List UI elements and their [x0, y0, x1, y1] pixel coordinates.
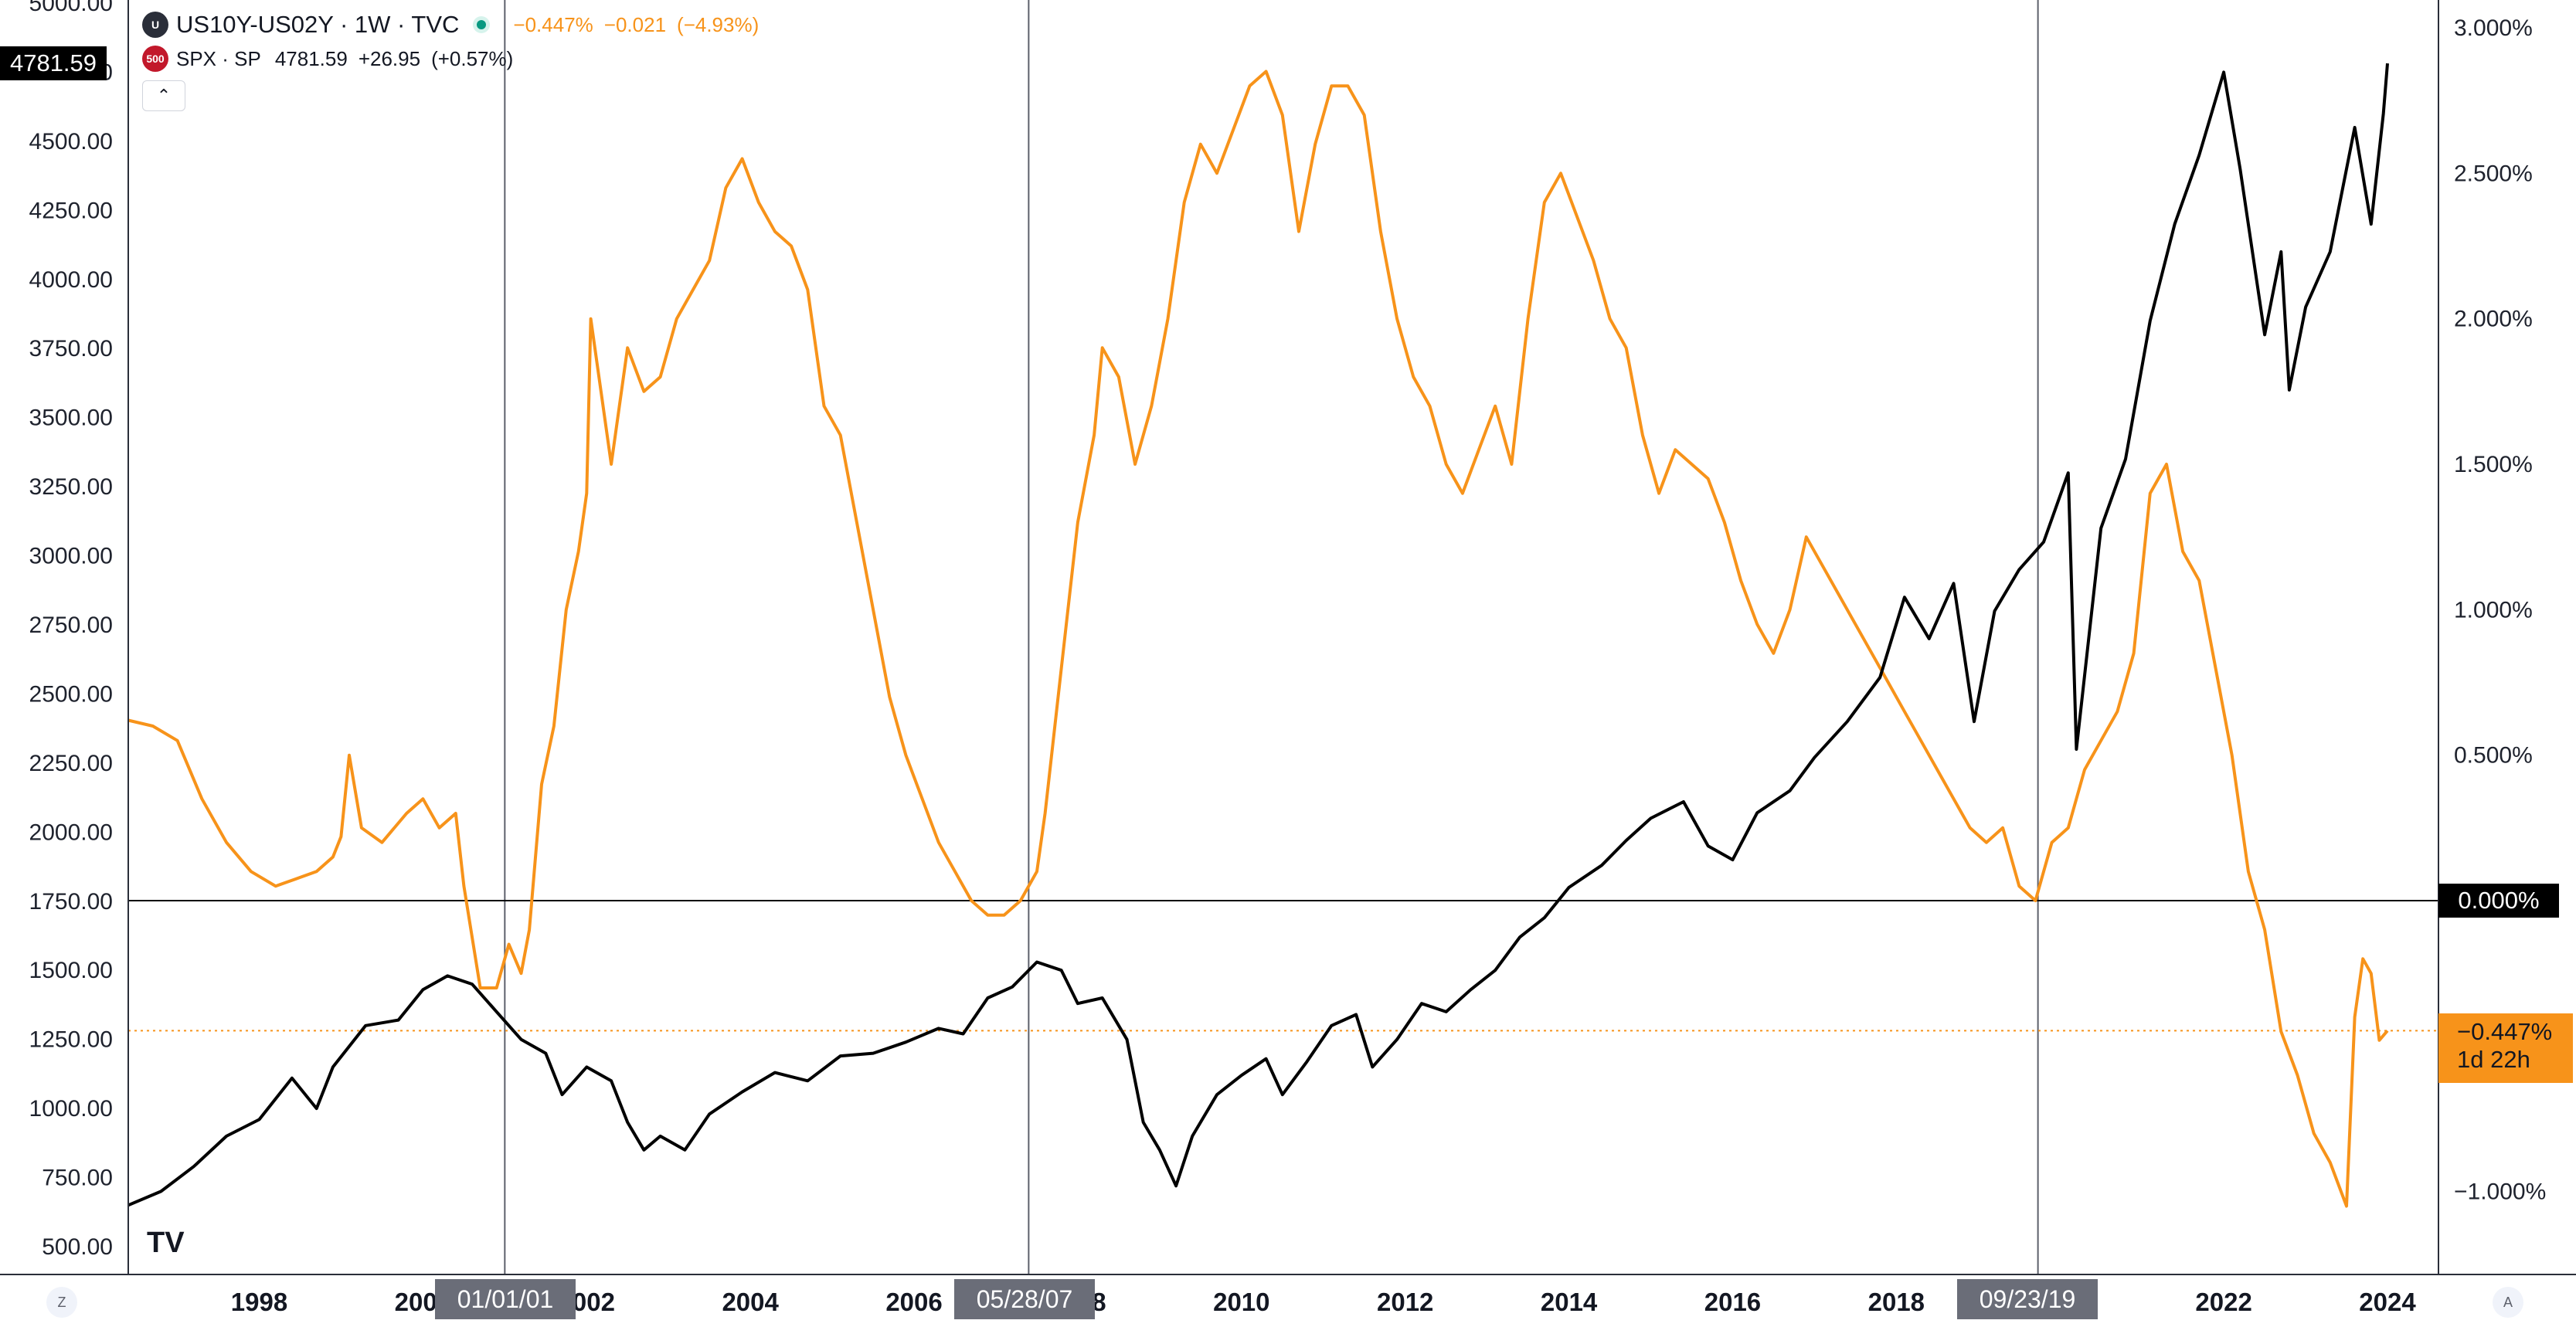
- series-line-spx: [127, 63, 2389, 1207]
- left-tick-label: 1250.00: [29, 1027, 113, 1053]
- left-tick-label: 750.00: [42, 1166, 113, 1191]
- right-tick-label: 1.500%: [2454, 452, 2533, 477]
- left-tick-label: 500.00: [42, 1234, 113, 1260]
- x-tick-label: 2024: [2359, 1288, 2416, 1316]
- date-marker-label-1: 01/01/01: [435, 1279, 576, 1319]
- countdown-label: 1d 22h: [2457, 1046, 2530, 1073]
- spx-last-value: 4781.59: [274, 46, 348, 70]
- spx-change: +26.95: [358, 46, 421, 70]
- tradingview-logo: TV: [147, 1227, 185, 1259]
- spx-price-label: 4781.59: [0, 46, 107, 80]
- spread-change-pct: (−4.93%): [677, 12, 760, 36]
- x-tick-label: 2012: [1377, 1288, 1433, 1316]
- spread-symbol-icon: U: [142, 12, 168, 38]
- left-tick-label: 4250.00: [29, 198, 113, 223]
- spread-last-label-value: −0.447%: [2457, 1018, 2553, 1045]
- spread-last-value: −0.447%: [513, 12, 593, 36]
- right-corner-button[interactable]: A: [2493, 1287, 2523, 1318]
- left-tick-label: 3000.00: [29, 544, 113, 569]
- x-tick-label: 1998: [231, 1288, 287, 1316]
- spread-last-label: −0.447% 1d 22h: [2438, 1013, 2573, 1083]
- zero-line-label: 0.000%: [2438, 884, 2559, 918]
- right-tick-label: 0.500%: [2454, 743, 2533, 769]
- legend-row-spread[interactable]: U US10Y-US02Y · 1W · TVC −0.447% −0.021 …: [142, 8, 759, 42]
- left-tick-label: 2750.00: [29, 613, 113, 638]
- date-marker-label-3: 09/23/19: [1957, 1279, 2098, 1319]
- left-tick-label: 3250.00: [29, 474, 113, 500]
- left-tick-label: 4500.00: [29, 129, 113, 154]
- x-tick-label: 2022: [2195, 1288, 2251, 1316]
- spread-change: −0.021: [603, 12, 667, 36]
- series-layer: [127, 63, 2389, 1208]
- left-tick-label: 5000.00: [29, 0, 113, 16]
- right-tick-label: 2.000%: [2454, 307, 2533, 332]
- left-tick-label: 2000.00: [29, 820, 113, 845]
- spx-symbol-icon: 500: [142, 46, 168, 72]
- x-tick-label: 2004: [722, 1288, 779, 1316]
- left-tick-label: 3500.00: [29, 406, 113, 431]
- spx-change-pct: (+0.57%): [431, 46, 514, 70]
- x-tick-label: 2014: [1541, 1288, 1598, 1316]
- x-tick-label: 2006: [885, 1288, 942, 1316]
- right-tick-label: 2.500%: [2454, 161, 2533, 186]
- right-tick-label: 1.000%: [2454, 597, 2533, 623]
- legend-collapse-button[interactable]: ⌃: [142, 80, 185, 111]
- left-tick-label: 2500.00: [29, 681, 113, 707]
- chevron-up-icon: ⌃: [156, 86, 172, 105]
- right-tick-label: 3.000%: [2454, 15, 2533, 41]
- right-tick-label: −1.000%: [2454, 1179, 2546, 1205]
- series-line-us10y-us02y: [127, 70, 2389, 1208]
- spread-symbol-label: US10Y-US02Y · 1W · TVC: [176, 11, 460, 38]
- left-tick-label: 3750.00: [29, 336, 113, 361]
- left-tick-label: 1000.00: [29, 1096, 113, 1122]
- left-tick-label: 2250.00: [29, 751, 113, 776]
- spx-symbol-label: SPX · SP: [176, 46, 261, 70]
- x-tick-label: 2010: [1213, 1288, 1269, 1316]
- left-tick-label: 1750.00: [29, 889, 113, 915]
- left-tick-label: 1500.00: [29, 958, 113, 983]
- chart-legend: U US10Y-US02Y · 1W · TVC −0.447% −0.021 …: [142, 8, 759, 111]
- left-corner-button[interactable]: Z: [46, 1287, 77, 1318]
- legend-row-spx[interactable]: 500 SPX · SP 4781.59 +26.95 (+0.57%): [142, 42, 759, 76]
- market-status-icon: [473, 16, 491, 33]
- x-tick-label: 2018: [1868, 1288, 1925, 1316]
- date-marker-label-2: 05/28/07: [954, 1279, 1095, 1319]
- x-tick-label: 2016: [1704, 1288, 1761, 1316]
- left-tick-label: 4000.00: [29, 267, 113, 293]
